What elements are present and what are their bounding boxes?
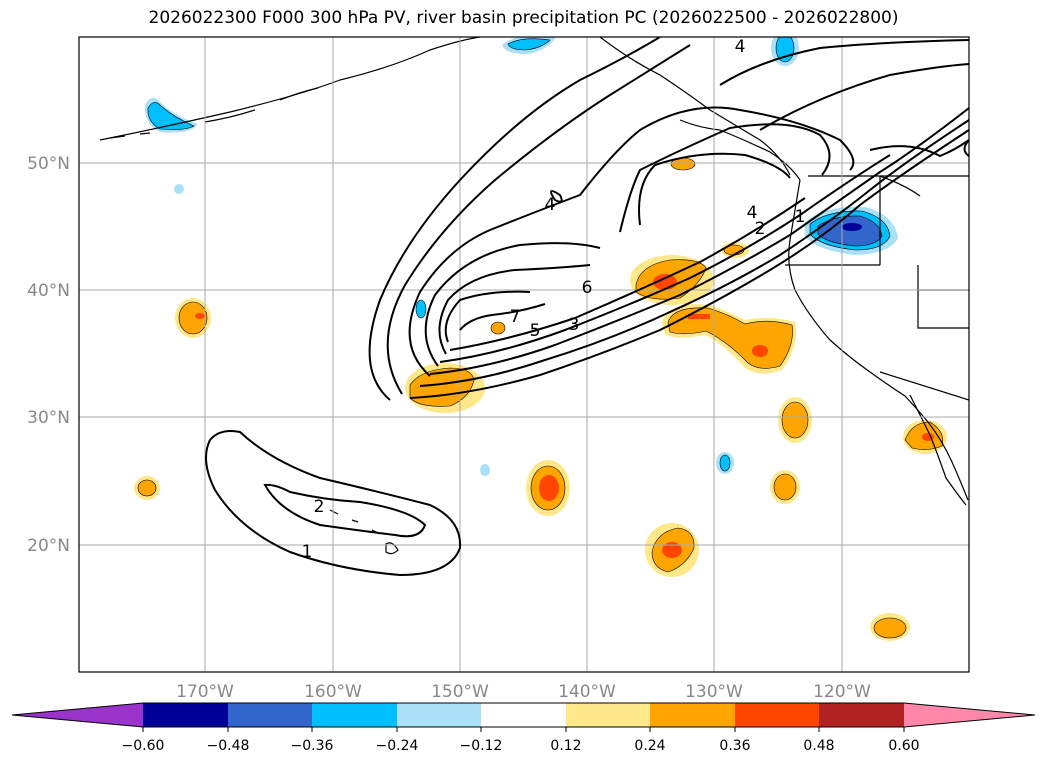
precip-blob xyxy=(178,301,208,335)
colorbar-segment xyxy=(397,703,481,727)
colorbar-segment xyxy=(735,703,819,727)
lat-label: 30°N xyxy=(27,408,70,428)
precip-blob xyxy=(719,454,731,472)
precip-shading xyxy=(134,37,947,641)
precip-blob xyxy=(752,345,768,357)
pv-contour-2 xyxy=(386,44,691,395)
colorbar-tick-label: −0.24 xyxy=(376,738,419,754)
pv-contour-1 xyxy=(368,37,661,401)
precip-blob xyxy=(490,321,506,335)
colorbar-segment xyxy=(566,703,650,727)
us-west-coast xyxy=(788,179,969,501)
lat-label: 40°N xyxy=(27,281,70,301)
precip-blob xyxy=(137,479,157,497)
colorbar-tick-label: −0.36 xyxy=(291,738,334,754)
colorbar-tick-label: −0.12 xyxy=(460,738,503,754)
contour-label: 4 xyxy=(735,37,746,57)
contour-label: 7 xyxy=(510,307,521,327)
lon-label: 140°W xyxy=(558,682,616,702)
pv-contour-5 xyxy=(438,152,791,355)
colorbar-segment xyxy=(650,703,735,727)
pv-contour-band-a xyxy=(409,129,969,399)
colorbar-right-extend xyxy=(904,703,1035,727)
precip-blob xyxy=(781,401,809,439)
precip-blob xyxy=(842,223,862,231)
pv-contour-band-c xyxy=(429,107,969,375)
pv-contour-band-e xyxy=(449,197,806,351)
precip-blob xyxy=(539,475,559,501)
colorbar-tick-label: 0.24 xyxy=(634,738,665,754)
colorbar-segment xyxy=(143,703,228,727)
hudson-area-coast xyxy=(879,175,921,197)
precip-blob xyxy=(873,617,907,639)
pv-contour-ne xyxy=(719,39,969,158)
colorbar-tick-label: 0.60 xyxy=(888,738,919,754)
map-frame xyxy=(78,36,970,673)
precip-blob xyxy=(174,184,184,194)
colorbar-tick-label: 0.48 xyxy=(803,738,834,754)
colorbar-segment xyxy=(481,703,566,727)
pv-contour-7 xyxy=(459,303,546,331)
pv-contour-6 xyxy=(444,290,531,343)
alaska-panhandle-coast xyxy=(599,37,791,176)
latitude-labels: 50°N 40°N 30°N 20°N xyxy=(27,154,70,556)
hawaii-islands xyxy=(329,509,399,555)
colorbar-tick-label: 0.12 xyxy=(550,738,581,754)
contour-label: 4 xyxy=(747,203,758,223)
graticule xyxy=(79,37,969,672)
contour-label: 6 xyxy=(582,278,593,298)
pv-contours xyxy=(205,37,969,577)
lat-label: 20°N xyxy=(27,536,70,556)
precip-blob xyxy=(773,473,797,501)
contour-label: 5 xyxy=(530,321,541,341)
lon-label: 150°W xyxy=(431,682,489,702)
alaska-coast xyxy=(99,37,481,141)
colorbar-segment xyxy=(228,703,312,727)
precip-blob xyxy=(195,313,205,319)
contour-label: 2 xyxy=(314,497,325,517)
contour-label: 1 xyxy=(302,542,313,562)
longitude-labels: 170°W 160°W 150°W 140°W 130°W 120°W xyxy=(176,682,871,702)
lon-label: 170°W xyxy=(176,682,234,702)
lat-label: 50°N xyxy=(27,154,70,174)
state-borders xyxy=(785,176,969,401)
contour-label: 1 xyxy=(795,207,806,227)
colorbar-tick-label: −0.48 xyxy=(207,738,250,754)
precip-blob xyxy=(662,542,682,558)
colorbar-tick-label: −0.60 xyxy=(122,738,165,754)
pv-contour-south-2 xyxy=(263,483,427,538)
map-area: 4 4 1 2 4 6 7 5 3 2 1 xyxy=(79,37,969,672)
bc-islands xyxy=(679,119,801,181)
pv-contour-3 xyxy=(408,106,855,377)
aleutian-islands xyxy=(109,87,319,139)
colorbar-tick-label: 0.36 xyxy=(719,738,750,754)
pv-contour-south-1 xyxy=(205,430,462,577)
colorbar: −0.60 −0.48 −0.36 −0.24 −0.12 0.12 0.24 … xyxy=(11,702,1036,754)
contour-label: 2 xyxy=(755,219,766,239)
map-title: 2026022300 F000 300 hPa PV, river basin … xyxy=(148,8,899,28)
contour-label: 4 xyxy=(545,195,556,215)
precip-blob xyxy=(507,38,551,51)
colorbar-segment xyxy=(819,703,904,727)
contour-label: 3 xyxy=(569,315,580,335)
lon-label: 130°W xyxy=(685,682,743,702)
precip-blob xyxy=(415,299,427,319)
lon-label: 160°W xyxy=(304,682,362,702)
contour-labels: 4 4 1 2 4 6 7 5 3 2 1 xyxy=(302,37,806,562)
lon-label: 120°W xyxy=(813,682,871,702)
colorbar-ticks xyxy=(142,727,905,732)
colorbar-segment xyxy=(312,703,397,727)
pv-contour-band-d xyxy=(439,154,891,363)
precip-blob xyxy=(480,464,490,476)
pv-contour-4 xyxy=(424,123,831,367)
pv-contour-band-b xyxy=(419,119,969,387)
baja-california xyxy=(909,394,967,506)
colorbar-left-extend xyxy=(12,703,143,727)
